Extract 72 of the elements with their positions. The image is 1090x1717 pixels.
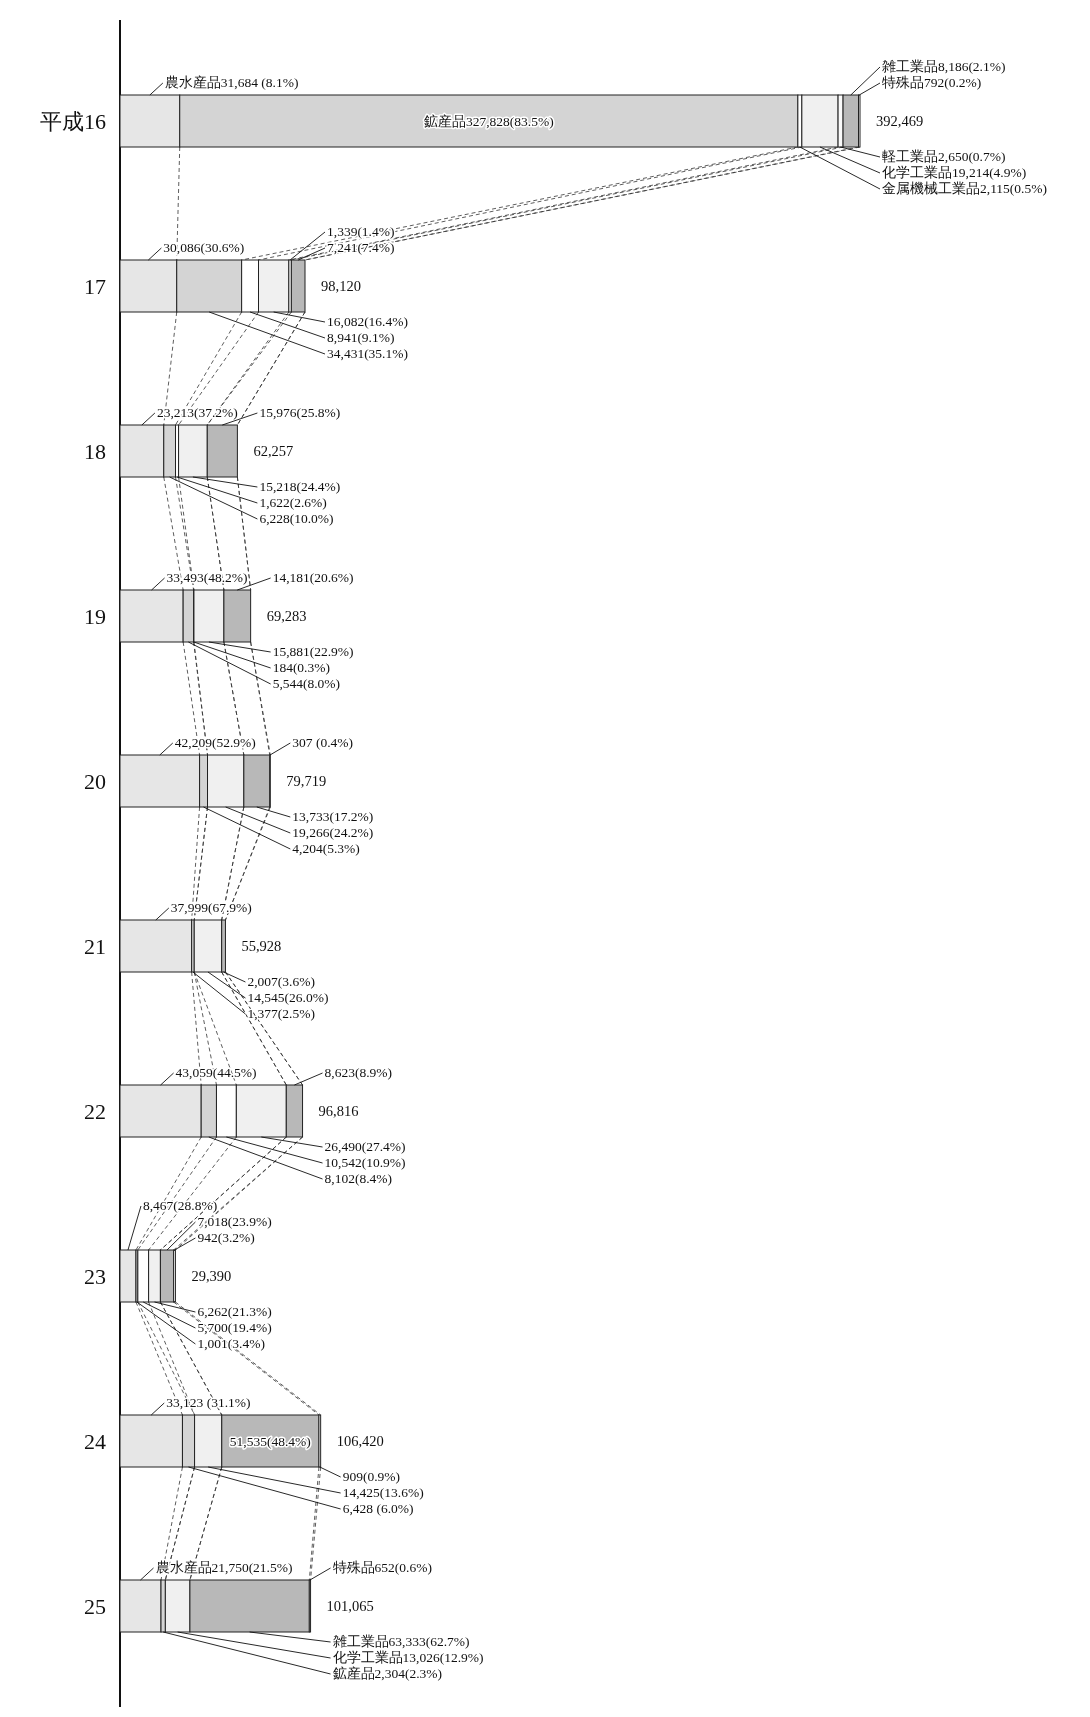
value-label: 8,941(9.1%) bbox=[327, 330, 395, 345]
value-label: 1,001(3.4%) bbox=[197, 1336, 265, 1351]
total: 98,120 bbox=[321, 278, 361, 294]
value-label: 43,059(44.5%) bbox=[175, 1065, 257, 1080]
value-label: 26,490(27.4%) bbox=[324, 1139, 406, 1154]
value-label: 14,425(13.6%) bbox=[342, 1485, 424, 1500]
value-label: 33,493(48.2%) bbox=[166, 570, 248, 585]
category: 19 bbox=[84, 604, 106, 629]
category: 21 bbox=[84, 934, 106, 959]
total: 96,816 bbox=[318, 1103, 359, 1119]
value-label: 942(3.2%) bbox=[197, 1230, 255, 1245]
category: 20 bbox=[84, 769, 106, 794]
value-label: 42,209(52.9%) bbox=[174, 735, 256, 750]
value-label: 2,007(3.6%) bbox=[247, 974, 315, 989]
value-label: 8,623(8.9%) bbox=[324, 1065, 393, 1080]
value-label: 雑工業品63,333(62.7%) bbox=[332, 1634, 470, 1649]
value-label: 特殊品792(0.2%) bbox=[882, 75, 982, 90]
value-label: 307 (0.4%) bbox=[292, 735, 354, 750]
value-label: 鉱産品2,304(2.3%) bbox=[332, 1666, 443, 1681]
value-label: 5,700(19.4%) bbox=[197, 1320, 272, 1335]
value-label: 6,262(21.3%) bbox=[197, 1304, 272, 1319]
value-label: 14,545(26.0%) bbox=[247, 990, 329, 1005]
value-label: 雑工業品8,186(2.1%) bbox=[882, 59, 1006, 74]
total: 101,065 bbox=[326, 1598, 374, 1614]
value-label: 特殊品652(0.6%) bbox=[332, 1560, 432, 1575]
value-label: 13,733(17.2%) bbox=[292, 809, 374, 824]
value-label: 8,102(8.4%) bbox=[324, 1171, 393, 1186]
value-label: 軽工業品2,650(0.7%) bbox=[882, 149, 1006, 164]
category: 平成16 bbox=[40, 109, 106, 134]
category: 17 bbox=[84, 274, 106, 299]
value-label: 909(0.9%) bbox=[342, 1469, 401, 1484]
total: 106,420 bbox=[336, 1433, 384, 1449]
category: 23 bbox=[84, 1264, 106, 1289]
value-label: 15,976(25.8%) bbox=[259, 405, 341, 420]
value-label: 7,018(23.9%) bbox=[197, 1214, 272, 1229]
total: 392,469 bbox=[876, 113, 924, 129]
value-label: 19,266(24.2%) bbox=[292, 825, 374, 840]
value-label: 23,213(37.2%) bbox=[156, 405, 238, 420]
value-label: 6,228(10.0%) bbox=[259, 511, 334, 526]
value-label: 金属機械工業品2,115(0.5%) bbox=[882, 181, 1047, 196]
category: 18 bbox=[84, 439, 106, 464]
value-label: 15,881(22.9%) bbox=[272, 644, 354, 659]
value-label: 化学工業品13,026(12.9%) bbox=[332, 1650, 484, 1665]
value-label: 農水産品31,684 (8.1%) bbox=[164, 75, 299, 90]
value-label: 33,123 (31.1%) bbox=[166, 1395, 251, 1410]
value-label: 4,204(5.3%) bbox=[292, 841, 360, 856]
total: 29,390 bbox=[191, 1268, 232, 1284]
value-label: 34,431(35.1%) bbox=[327, 346, 408, 361]
value-label: 5,544(8.0%) bbox=[272, 676, 341, 691]
value-label: 6,428 (6.0%) bbox=[342, 1501, 414, 1516]
total: 69,283 bbox=[266, 608, 307, 624]
value-label: 184(0.3%) bbox=[272, 660, 330, 675]
value-label: 8,467(28.8%) bbox=[143, 1198, 218, 1213]
value-label: 鉱産品327,828(83.5%) bbox=[423, 114, 554, 129]
value-label: 1,622(2.6%) bbox=[259, 495, 327, 510]
value-label: 51,535(48.4%) bbox=[229, 1434, 311, 1449]
value-label: 化学工業品19,214(4.9%) bbox=[882, 165, 1027, 180]
total: 62,257 bbox=[253, 443, 294, 459]
value-label: 10,542(10.9%) bbox=[324, 1155, 406, 1170]
value-label: 1,339(1.4%) bbox=[327, 224, 395, 239]
value-label: 37,999(67.9%) bbox=[170, 900, 252, 915]
value-label: 1,377(2.5%) bbox=[247, 1006, 315, 1021]
value-label: 農水産品21,750(21.5%) bbox=[155, 1560, 293, 1575]
value-label: 16,082(16.4%) bbox=[327, 314, 408, 329]
total: 55,928 bbox=[241, 938, 282, 954]
category: 22 bbox=[84, 1099, 106, 1124]
category: 24 bbox=[84, 1429, 106, 1454]
total: 79,719 bbox=[286, 773, 327, 789]
value-label: 30,086(30.6%) bbox=[163, 240, 245, 255]
value-label: 14,181(20.6%) bbox=[272, 570, 354, 585]
value-label: 15,218(24.4%) bbox=[259, 479, 341, 494]
category: 25 bbox=[84, 1594, 106, 1619]
